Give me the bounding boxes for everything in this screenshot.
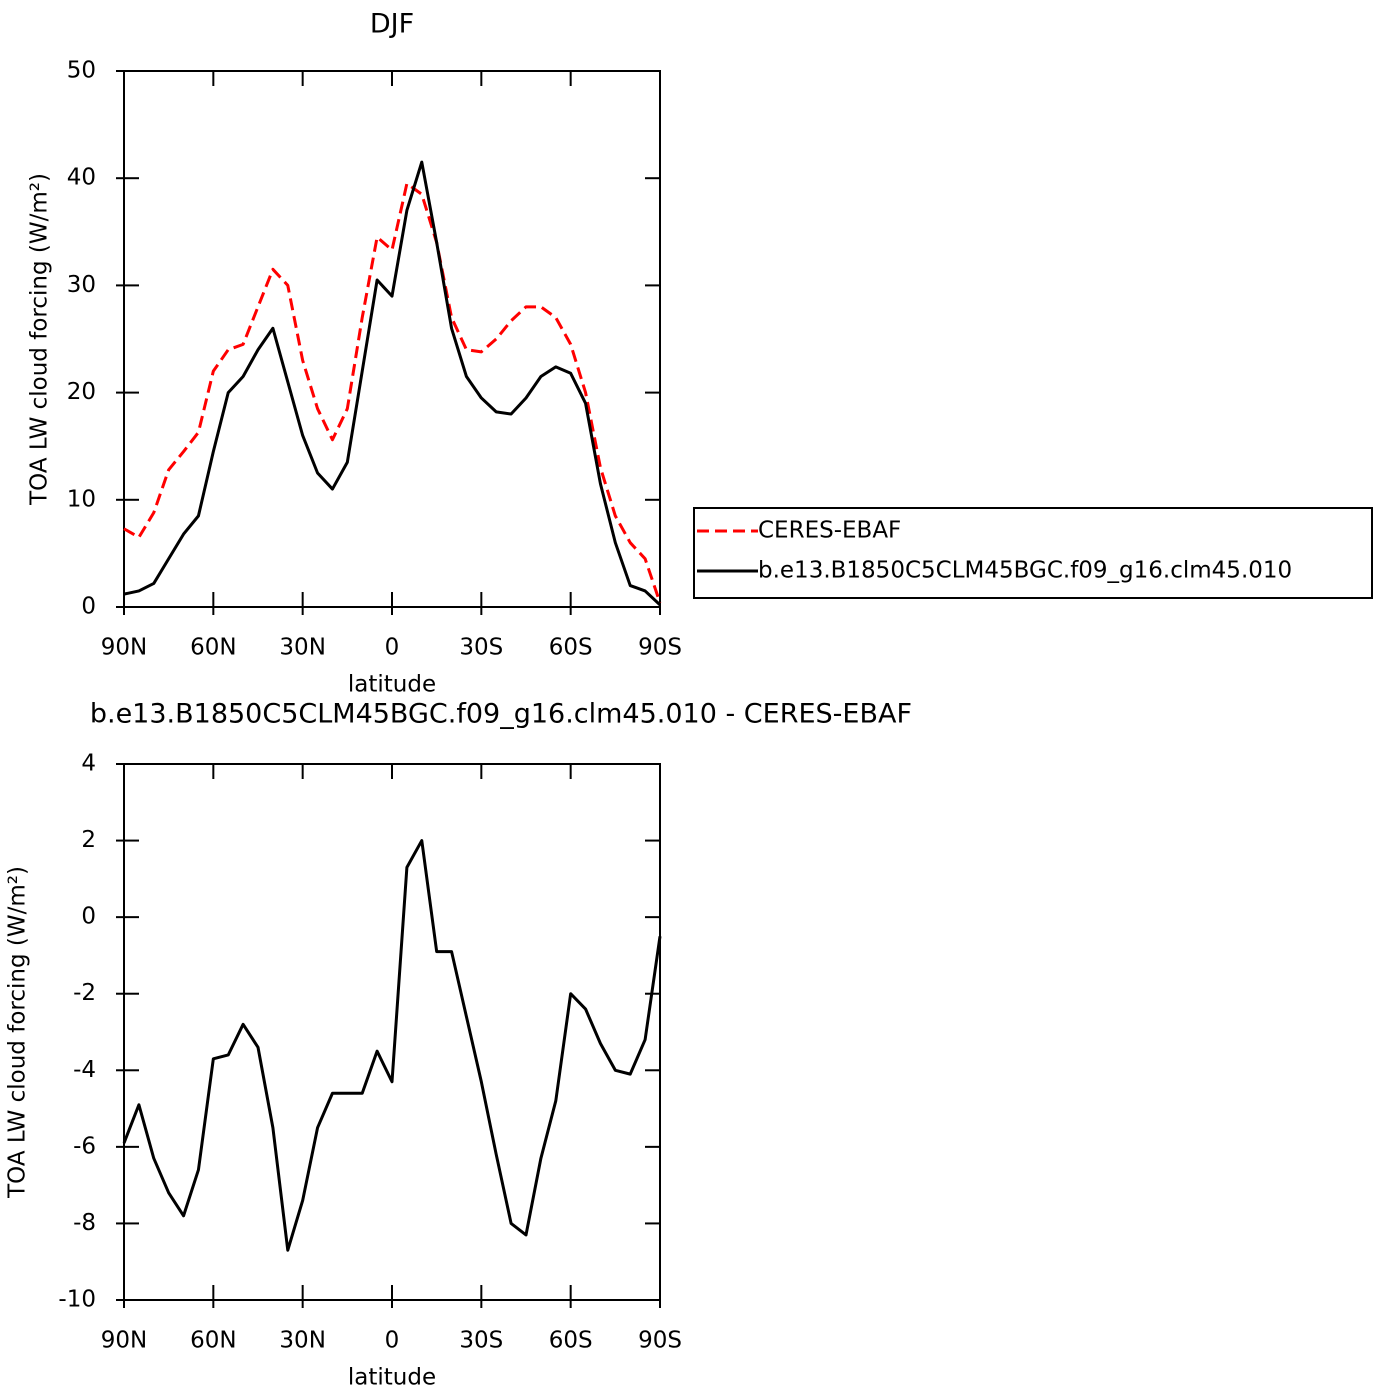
legend-label: b.e13.B1850C5CLM45BGC.f09_g16.clm45.010 [758, 558, 1292, 584]
x-tick-label: 90N [101, 635, 147, 661]
y-axis-label: TOA LW cloud forcing (W/m²) [27, 173, 53, 506]
y-axis-label: TOA LW cloud forcing (W/m²) [5, 866, 31, 1199]
x-tick-label: 60S [549, 635, 593, 661]
y-tick-label: 50 [67, 58, 96, 84]
data-line [123, 182, 662, 604]
x-tick-label: 30N [279, 1328, 325, 1354]
y-tick-label: 10 [67, 486, 96, 512]
y-tick-label: -8 [73, 1210, 96, 1236]
x-tick-label: 0 [385, 1328, 400, 1354]
x-tick-label: 60N [190, 635, 236, 661]
y-tick-label: 2 [81, 827, 96, 853]
legend-box [693, 507, 1373, 599]
x-tick-label: 0 [385, 635, 400, 661]
y-tick-label: -2 [73, 980, 96, 1006]
data-line [123, 160, 662, 606]
legend-label: CERES-EBAF [758, 518, 901, 544]
y-tick-label: 40 [67, 165, 96, 191]
x-tick-label: 30S [459, 635, 503, 661]
x-tick-label: 90N [101, 1328, 147, 1354]
chart-title: DJF [370, 9, 414, 40]
plot-frame [123, 70, 661, 608]
x-tick-label: 30N [279, 635, 325, 661]
y-tick-label: 0 [81, 594, 96, 620]
y-tick-label: 0 [81, 904, 96, 930]
x-tick-label: 30S [459, 1328, 503, 1354]
x-tick-label: 60N [190, 1328, 236, 1354]
y-tick-label: -4 [73, 1057, 96, 1083]
y-tick-label: 4 [81, 751, 96, 777]
y-tick-label: 30 [67, 272, 96, 298]
x-tick-label: 90S [638, 1328, 682, 1354]
x-tick-label: 60S [549, 1328, 593, 1354]
x-tick-label: 90S [638, 635, 682, 661]
chart-title: b.e13.B1850C5CLM45BGC.f09_g16.clm45.010 … [90, 699, 912, 730]
x-axis-label: latitude [348, 1365, 436, 1391]
x-axis-label: latitude [348, 672, 436, 698]
y-tick-label: 20 [67, 379, 96, 405]
y-tick-label: -10 [58, 1287, 96, 1313]
plot-frame [123, 763, 661, 1301]
data-line [122, 839, 662, 1252]
y-tick-label: -6 [73, 1133, 96, 1159]
